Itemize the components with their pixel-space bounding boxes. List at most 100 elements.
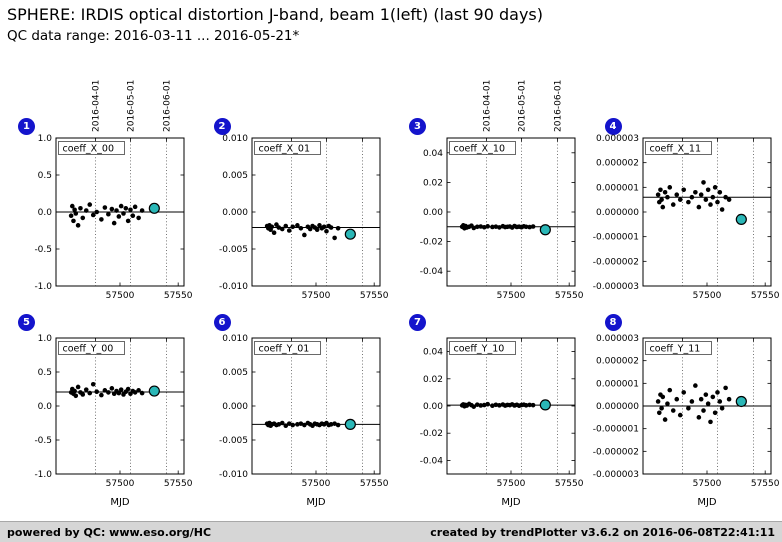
plot-number-badge: 2 [213, 118, 231, 135]
plot-number-badge: 8 [604, 314, 622, 331]
svg-text:-0.000002: -0.000002 [592, 257, 638, 267]
chart-cell-coeff_Y_01: 6 0.010 0.005 0.000 -0.005 -0.010 57500 57550 MJ… [196, 312, 392, 512]
plot-coeff_Y_01[interactable]: 0.010 0.005 0.000 -0.005 -0.010 57500 57550 MJD… [200, 332, 390, 512]
svg-text:0.000: 0.000 [222, 402, 248, 412]
svg-text:-0.010: -0.010 [218, 470, 247, 480]
svg-text:1.0: 1.0 [38, 334, 53, 344]
plot-coeff_X_00[interactable]: 2016-04-01 2016-05-01 2016-06-01 1.0 0.5 0.0 -… [4, 66, 194, 306]
svg-text:57550: 57550 [164, 291, 193, 301]
svg-text:MJD: MJD [306, 497, 326, 508]
svg-text:57550: 57550 [555, 479, 584, 489]
charts-row-top: 1 2016-04-01 2016-05-01 2016-06-01 1.0 0.5 0.0… [0, 66, 782, 308]
page-title: SPHERE: IRDIS optical distortion J-band,… [7, 5, 544, 24]
svg-text:MJD: MJD [110, 497, 130, 508]
svg-text:-0.005: -0.005 [218, 436, 247, 446]
chart-cell-coeff_X_10: 3 2016-04-01 2016-05-01 2016-06-01 0.04 0.02 0… [391, 66, 587, 308]
svg-text:MJD: MJD [697, 497, 717, 508]
svg-text:0.000002: 0.000002 [596, 159, 639, 169]
svg-text:57550: 57550 [164, 479, 193, 489]
plot-coeff_X_01[interactable]: 0.010 0.005 0.000 -0.005 -0.010 57500 57550 coe… [200, 66, 390, 306]
plot-coeff_Y_11[interactable]: 0.000003 0.000002 0.000001 0.000000 -0.00000… [591, 332, 781, 512]
plot-coeff_X_10[interactable]: 2016-04-01 2016-05-01 2016-06-01 0.04 0.02 0.… [395, 66, 585, 306]
svg-text:-0.5: -0.5 [34, 245, 52, 255]
svg-text:0.010: 0.010 [222, 334, 248, 344]
svg-text:57500: 57500 [106, 291, 135, 301]
svg-text:2016-06-01: 2016-06-01 [554, 80, 564, 132]
svg-text:coeff_X_00: coeff_X_00 [63, 144, 115, 155]
svg-text:-0.000002: -0.000002 [592, 447, 638, 457]
svg-text:-0.04: -0.04 [420, 456, 444, 466]
footer-powered-by: powered by QC: www.eso.org/HC [7, 525, 212, 539]
svg-text:57500: 57500 [692, 479, 721, 489]
svg-text:0.00: 0.00 [423, 208, 443, 218]
plot-coeff_Y_00[interactable]: 1.0 0.5 0.0 -0.5 -1.0 57500 57550 MJD coeff_Y_00 [4, 332, 194, 512]
svg-text:coeff_Y_11: coeff_Y_11 [649, 344, 700, 355]
svg-text:coeff_Y_01: coeff_Y_01 [258, 344, 309, 355]
svg-text:-0.010: -0.010 [218, 282, 247, 292]
svg-text:-1.0: -1.0 [34, 282, 52, 292]
svg-text:coeff_Y_00: coeff_Y_00 [63, 344, 114, 355]
svg-text:0.000001: 0.000001 [596, 379, 639, 389]
svg-text:2016-05-01: 2016-05-01 [517, 80, 527, 132]
svg-text:0.04: 0.04 [423, 348, 443, 358]
chart-cell-coeff_X_11: 4 0.000003 0.000002 0.000001 0.000000 -0.0000… [587, 66, 782, 308]
svg-text:-0.000003: -0.000003 [592, 470, 638, 480]
svg-text:0.02: 0.02 [423, 375, 443, 385]
plot-number-badge: 3 [409, 118, 426, 135]
footer-created-by: created by trendPlotter v3.6.2 on 2016-0… [430, 525, 775, 539]
footer-bar: powered by QC: www.eso.org/HC created by… [0, 521, 782, 542]
svg-text:0.005: 0.005 [222, 368, 248, 378]
svg-text:0.5: 0.5 [38, 171, 52, 181]
svg-text:0.010: 0.010 [222, 134, 248, 144]
svg-text:57550: 57550 [750, 479, 779, 489]
svg-text:57500: 57500 [692, 291, 721, 301]
svg-text:0.000003: 0.000003 [596, 134, 639, 144]
svg-text:coeff_X_11: coeff_X_11 [649, 144, 701, 155]
svg-text:2016-06-01: 2016-06-01 [163, 80, 173, 132]
svg-text:0.000002: 0.000002 [596, 357, 639, 367]
svg-text:-0.000001: -0.000001 [592, 425, 638, 435]
svg-text:2016-04-01: 2016-04-01 [483, 80, 493, 132]
svg-text:coeff_X_10: coeff_X_10 [454, 144, 506, 155]
svg-text:57500: 57500 [301, 291, 330, 301]
svg-text:57550: 57550 [555, 291, 584, 301]
svg-text:MJD: MJD [501, 497, 521, 508]
svg-text:0.000000: 0.000000 [596, 208, 639, 218]
svg-text:-0.02: -0.02 [420, 429, 443, 439]
charts-row-bottom: 5 1.0 0.5 0.0 -0.5 -1.0 57500 57550 MJD coeff_Y_0… [0, 312, 782, 512]
svg-text:57500: 57500 [497, 479, 526, 489]
svg-text:57500: 57500 [106, 479, 135, 489]
chart-cell-coeff_Y_10: 7 0.04 0.02 0.00 -0.02 -0.04 57500 57550 MJD coef… [391, 312, 587, 512]
plot-coeff_Y_10[interactable]: 0.04 0.02 0.00 -0.02 -0.04 57500 57550 MJD coeff… [395, 332, 585, 512]
chart-cell-coeff_X_01: 2 0.010 0.005 0.000 -0.005 -0.010 57500 57550 co… [196, 66, 392, 308]
svg-text:-0.000003: -0.000003 [592, 282, 638, 292]
plot-number-badge: 6 [213, 314, 231, 331]
plot-number-badge: 4 [604, 118, 622, 135]
svg-text:57550: 57550 [359, 479, 388, 489]
svg-text:0.5: 0.5 [38, 368, 52, 378]
plot-number-badge: 1 [18, 118, 35, 135]
svg-text:-0.04: -0.04 [420, 267, 444, 277]
svg-text:57550: 57550 [359, 291, 388, 301]
svg-text:1.0: 1.0 [38, 134, 53, 144]
svg-text:-0.005: -0.005 [218, 245, 247, 255]
svg-text:0.02: 0.02 [423, 178, 443, 188]
svg-text:0.005: 0.005 [222, 171, 248, 181]
header: SPHERE: IRDIS optical distortion J-band,… [7, 5, 543, 45]
svg-text:0.000: 0.000 [222, 208, 248, 218]
svg-text:0.000001: 0.000001 [596, 183, 639, 193]
svg-text:57500: 57500 [497, 291, 526, 301]
svg-text:2016-04-01: 2016-04-01 [92, 80, 102, 132]
svg-text:0.0: 0.0 [38, 208, 53, 218]
svg-text:57500: 57500 [301, 479, 330, 489]
chart-cell-coeff_Y_00: 5 1.0 0.5 0.0 -0.5 -1.0 57500 57550 MJD coeff_Y_0… [0, 312, 196, 512]
svg-text:-0.5: -0.5 [34, 436, 52, 446]
plot-coeff_X_11[interactable]: 0.000003 0.000002 0.000001 0.000000 -0.00000… [591, 66, 781, 306]
svg-text:0.000000: 0.000000 [596, 402, 639, 412]
svg-text:57550: 57550 [750, 291, 779, 301]
svg-text:-0.000001: -0.000001 [592, 233, 638, 243]
svg-text:0.04: 0.04 [423, 149, 443, 159]
qc-data-range: QC data range: 2016-03-11 ... 2016-05-21… [7, 28, 300, 44]
svg-text:0.00: 0.00 [423, 402, 443, 412]
